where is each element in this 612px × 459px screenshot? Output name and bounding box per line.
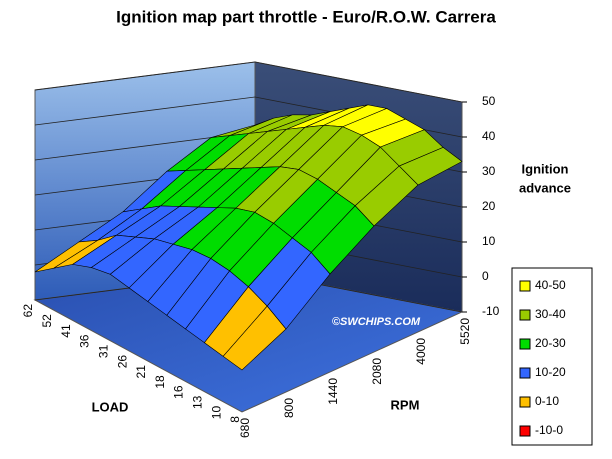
legend-swatch [519, 396, 531, 408]
y-tick-label: 680 [238, 418, 252, 438]
legend-swatch [519, 309, 531, 321]
z-tick-label: 30 [482, 164, 496, 178]
x-tick-label: 18 [153, 375, 167, 389]
x-tick-label: 41 [59, 324, 73, 338]
legend-swatch [519, 367, 531, 379]
y-axis-label: RPM [391, 397, 420, 412]
x-tick-label: 13 [191, 395, 205, 409]
x-tick-label: 8 [228, 416, 242, 423]
x-tick-label: 36 [78, 334, 92, 348]
z-tick-label: 0 [482, 269, 489, 283]
x-tick-label: 26 [115, 355, 129, 369]
watermark: ©SWCHIPS.COM [332, 316, 421, 328]
x-tick-label: 10 [209, 406, 223, 420]
x-tick-label: 21 [134, 365, 148, 379]
legend [511, 267, 593, 446]
y-tick-label: 1440 [326, 378, 340, 405]
z-tick-label: 50 [482, 94, 496, 108]
surface-cell [222, 305, 287, 371]
x-tick-label: 62 [21, 304, 35, 318]
z-tick-label: 40 [482, 129, 496, 143]
legend-label: -10-0 [535, 423, 563, 437]
legend-swatch [519, 425, 531, 437]
z-tick-label: 10 [482, 234, 496, 248]
y-tick-label: 5520 [458, 318, 472, 345]
legend-label: 10-20 [535, 365, 566, 379]
legend-label: 30-40 [535, 307, 566, 321]
x-tick-label: 31 [96, 344, 110, 358]
legend-label: 40-50 [535, 278, 566, 292]
z-tick-label: -10 [482, 304, 500, 318]
grid-line [34, 61, 463, 103]
y-tick-label: 800 [282, 398, 296, 418]
z-axis-label: advance [519, 180, 571, 195]
legend-label: 0-10 [535, 394, 559, 408]
z-tick-label: 20 [482, 199, 496, 213]
chart-title: Ignition map part throttle - Euro/R.O.W.… [116, 7, 496, 26]
x-tick-label: 52 [40, 314, 54, 328]
legend-swatch [519, 280, 531, 292]
legend-swatch [519, 338, 531, 350]
z-axis-label: Ignition [522, 161, 569, 176]
legend-label: 20-30 [535, 336, 566, 350]
x-axis-label: LOAD [92, 399, 129, 414]
y-tick-label: 4000 [414, 338, 428, 365]
x-tick-label: 16 [172, 385, 186, 399]
y-tick-label: 2080 [370, 358, 384, 385]
surface [34, 104, 463, 371]
